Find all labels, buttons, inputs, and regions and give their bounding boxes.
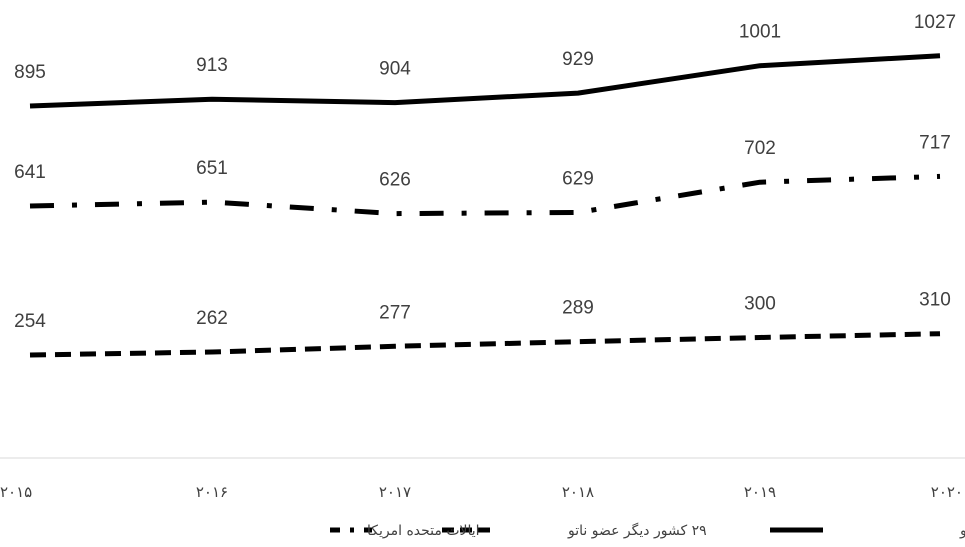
- data-label: 717: [919, 132, 951, 153]
- data-label: 895: [14, 62, 46, 83]
- data-label: 651: [196, 158, 228, 179]
- series-line-dashdot-line: [29, 173, 941, 217]
- x-tick-label: ۲۰۱۸: [562, 483, 594, 501]
- x-tick-label: ۲۰۱۶: [196, 483, 228, 501]
- data-label: 702: [744, 138, 776, 159]
- data-label: 629: [562, 169, 594, 190]
- series-line-dash-line: [29, 331, 941, 358]
- data-label: 1001: [739, 22, 781, 43]
- x-tick-label: ۲۰۱۷: [379, 483, 411, 501]
- data-label: 904: [379, 59, 411, 80]
- data-label: 254: [14, 311, 46, 332]
- data-label: 262: [196, 308, 228, 329]
- legend-label: ۲۹ کشور دیگر عضو ناتو: [567, 522, 707, 539]
- data-label: 913: [196, 55, 228, 76]
- data-labels: 895 913 904 929 1001 1027 641 651 626 629 702 717 25…: [14, 12, 956, 332]
- series-lines: [29, 53, 941, 358]
- data-label: 310: [919, 290, 951, 311]
- data-label: 277: [379, 302, 411, 323]
- x-tick-label: ۲۰۱۹: [744, 483, 776, 501]
- legend-label: ایالات متحده امریکا: [367, 523, 480, 539]
- series-line-solid-line: [29, 53, 941, 109]
- legend-label: بودجه نظامی تمام کشور های عضو ناتو: [959, 523, 965, 539]
- data-label: 289: [562, 298, 594, 319]
- data-label: 626: [379, 170, 411, 191]
- legend: بودجه نظامی تمام کشور های عضو ناتو ۲۹ کشو…: [330, 522, 965, 539]
- data-label: 1027: [914, 12, 956, 33]
- x-tick-label: ۲۰۱۵: [0, 483, 32, 501]
- data-label: 300: [744, 294, 776, 315]
- data-label: 641: [14, 162, 46, 183]
- x-tick-labels: ۲۰۱۵ ۲۰۱۶ ۲۰۱۷ ۲۰۱۸ ۲۰۱۹ ۲۰۲۰: [0, 483, 963, 501]
- data-label: 929: [562, 49, 594, 70]
- x-tick-label: ۲۰۲۰: [931, 483, 963, 501]
